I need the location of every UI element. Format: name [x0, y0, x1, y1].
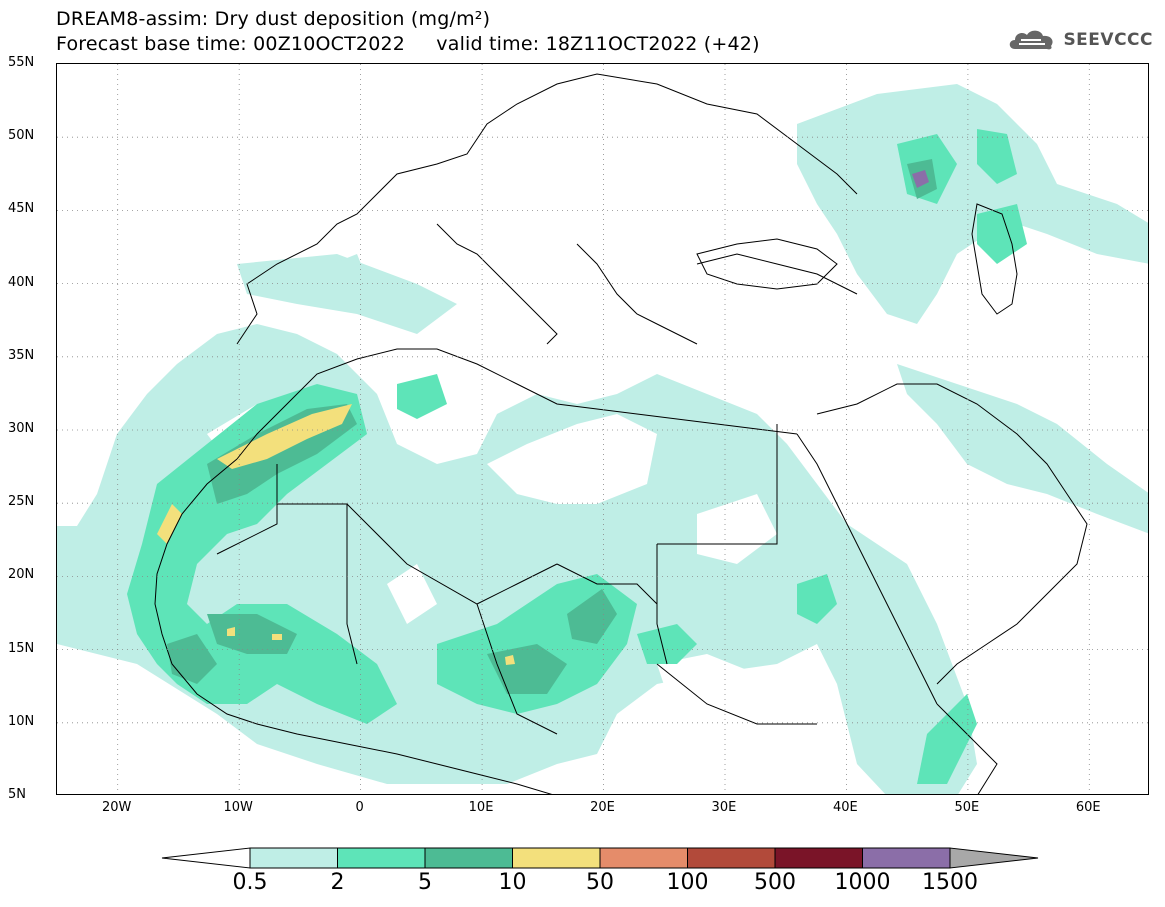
colorbar-segment: [774, 847, 863, 869]
lat-tick-label: 10N: [8, 713, 35, 729]
map-title: DREAM8-assim: Dry dust deposition (mg/m²…: [56, 8, 491, 30]
forecast-times: Forecast base time: 00Z10OCT2022 valid t…: [56, 33, 760, 55]
lat-tick-label: 45N: [8, 201, 35, 217]
colorbar-level-label: 10: [498, 870, 527, 895]
lat-tick-label: 50N: [8, 128, 35, 144]
lon-tick-label: 20E: [590, 800, 615, 815]
colorbar-legend: [161, 847, 1039, 869]
dust-contours: [57, 84, 1148, 794]
colorbar-level-label: 50: [586, 870, 614, 895]
lon-tick-label: 30E: [711, 800, 737, 815]
colorbar-level-label: 1000: [834, 870, 891, 895]
lon-tick-label: 60E: [1075, 800, 1101, 815]
colorbar-low-extend: [161, 847, 251, 869]
colorbar-segment: [249, 847, 338, 869]
lat-tick-label: 5N: [8, 787, 26, 802]
colorbar-segment: [687, 847, 776, 869]
colorbar-level-label: 5: [418, 870, 432, 895]
dust-deposition-map: [57, 64, 1148, 794]
lat-tick-label: 20N: [8, 567, 35, 583]
seevccc-logo: SEEVCCC: [1007, 27, 1153, 53]
lon-tick-label: 0: [355, 800, 364, 815]
colorbar-level-label: 1500: [922, 870, 978, 895]
logo-text: SEEVCCC: [1063, 30, 1153, 50]
lon-tick-label: 40E: [832, 800, 858, 815]
colorbar-level-label: 2: [330, 870, 345, 895]
colorbar-level-label: 500: [754, 870, 796, 895]
colorbar-segment: [599, 847, 688, 869]
lat-lon-grid: [57, 64, 1148, 794]
lon-tick-label: 10E: [468, 800, 494, 815]
lon-tick-label: 20W: [102, 800, 132, 815]
lat-tick-label: 15N: [8, 640, 35, 656]
colorbar-segment: [862, 847, 951, 869]
lat-tick-label: 35N: [8, 347, 35, 363]
colorbar-level-label: 0.5: [232, 870, 268, 895]
lat-tick-label: 25N: [8, 494, 35, 510]
lon-tick-label: 10W: [223, 800, 253, 815]
lat-tick-label: 40N: [8, 274, 35, 290]
coastlines-borders: [154, 73, 1088, 794]
colorbar-level-label: 100: [666, 870, 709, 895]
colorbar-high-extend: [949, 847, 1039, 869]
colorbar-segment: [512, 847, 601, 869]
lon-tick-label: 50E: [954, 800, 980, 815]
lat-tick-label: 30N: [8, 421, 35, 436]
map-panel: [56, 63, 1149, 795]
colorbar-segment: [424, 847, 513, 869]
colorbar-segment: [337, 847, 426, 869]
cloud-logo-icon: [1010, 30, 1054, 50]
lat-tick-label: 55N: [8, 55, 35, 70]
